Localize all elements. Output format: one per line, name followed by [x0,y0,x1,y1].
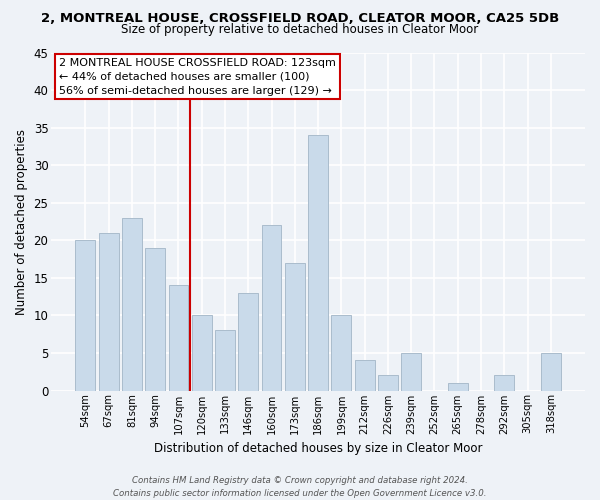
Bar [541,353,561,391]
Bar [99,233,119,390]
Bar [331,316,351,390]
Bar [192,316,212,390]
Bar [308,135,328,390]
Bar [262,226,281,390]
Text: Contains HM Land Registry data © Crown copyright and database right 2024.
Contai: Contains HM Land Registry data © Crown c… [113,476,487,498]
Bar [494,376,514,390]
Y-axis label: Number of detached properties: Number of detached properties [15,128,28,314]
Bar [378,376,398,390]
Text: Size of property relative to detached houses in Cleator Moor: Size of property relative to detached ho… [121,22,479,36]
Bar [448,383,467,390]
Bar [401,353,421,391]
Bar [285,263,305,390]
Bar [355,360,374,390]
Text: 2, MONTREAL HOUSE, CROSSFIELD ROAD, CLEATOR MOOR, CA25 5DB: 2, MONTREAL HOUSE, CROSSFIELD ROAD, CLEA… [41,12,559,26]
X-axis label: Distribution of detached houses by size in Cleator Moor: Distribution of detached houses by size … [154,442,482,455]
Text: 2 MONTREAL HOUSE CROSSFIELD ROAD: 123sqm
← 44% of detached houses are smaller (1: 2 MONTREAL HOUSE CROSSFIELD ROAD: 123sqm… [59,58,336,96]
Bar [76,240,95,390]
Bar [122,218,142,390]
Bar [145,248,165,390]
Bar [215,330,235,390]
Bar [238,293,258,390]
Bar [169,286,188,391]
